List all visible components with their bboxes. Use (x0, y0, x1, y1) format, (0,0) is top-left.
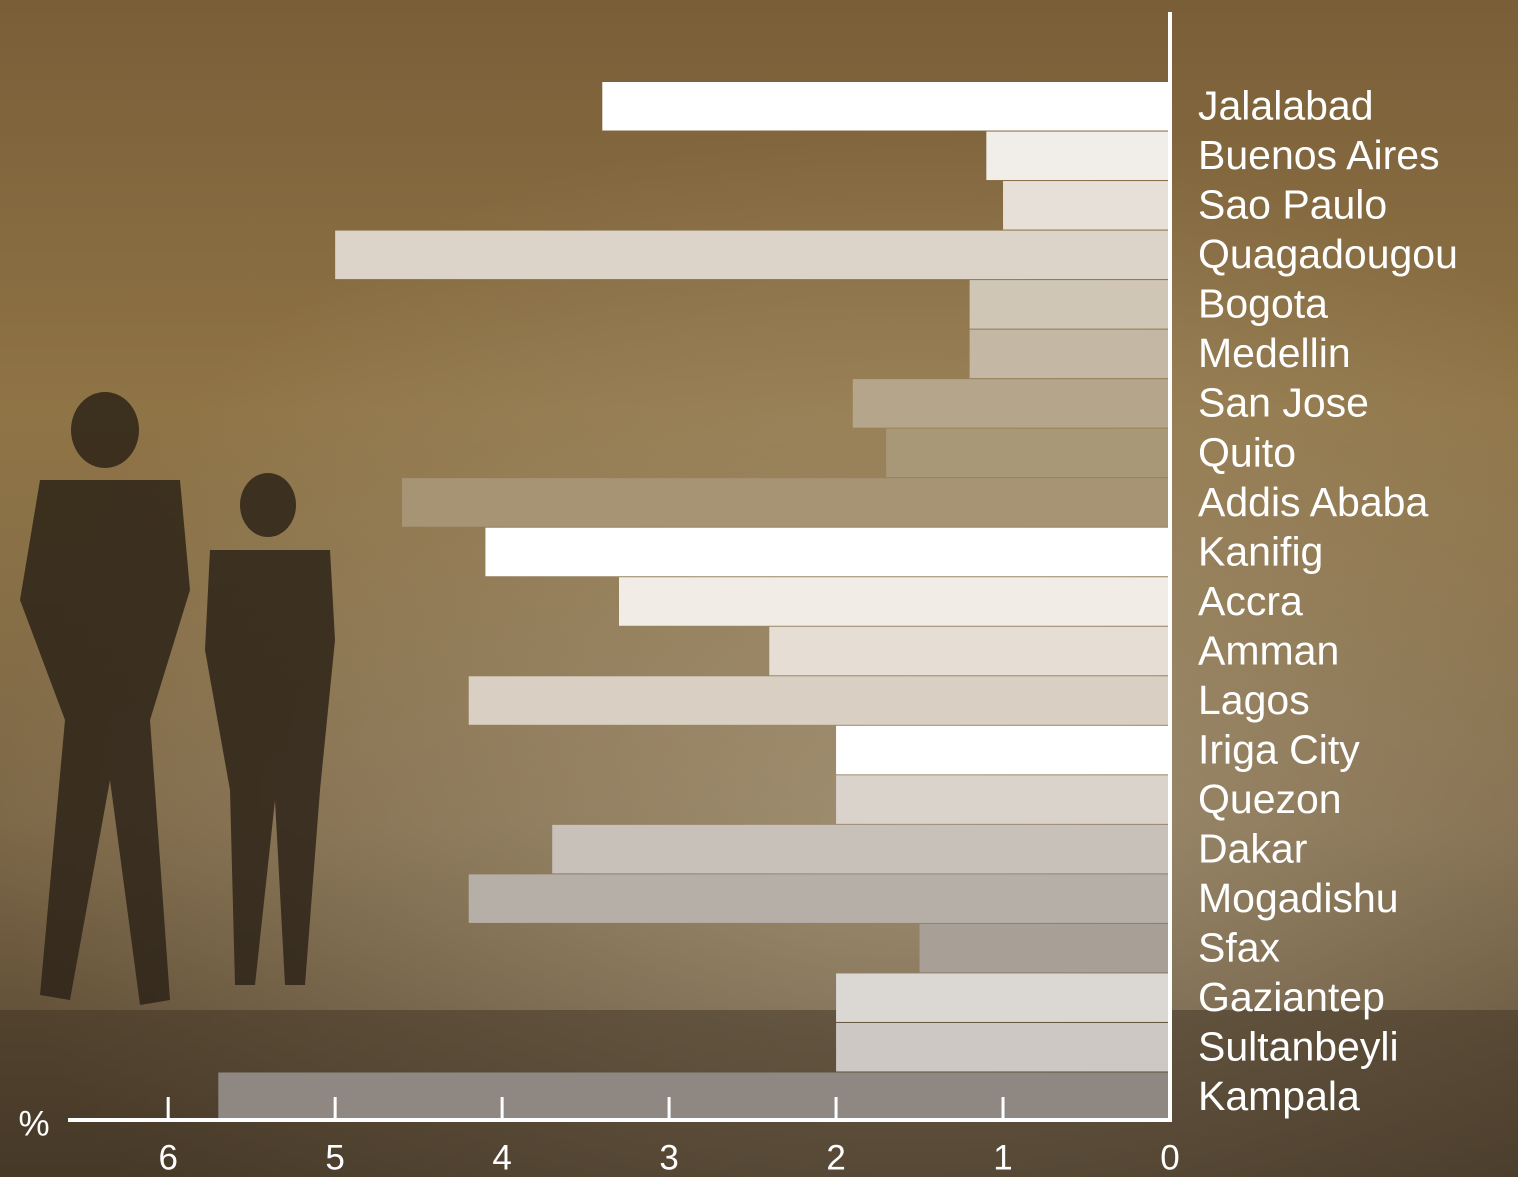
bar (485, 528, 1170, 577)
bar (970, 330, 1170, 379)
x-tick-label: 5 (325, 1138, 344, 1177)
category-label: Dakar (1198, 825, 1307, 871)
x-tick-label: 2 (826, 1138, 845, 1177)
category-label: Gaziantep (1198, 974, 1385, 1020)
x-axis-label: % (18, 1104, 49, 1143)
x-tick-label: 4 (492, 1138, 511, 1177)
category-label: Bogota (1198, 281, 1328, 327)
bar (469, 874, 1170, 923)
category-label: Iriga City (1198, 726, 1360, 772)
category-label: Accra (1198, 578, 1303, 624)
category-label: Quezon (1198, 776, 1342, 822)
bar (853, 379, 1170, 428)
x-tick-label: 0 (1160, 1138, 1179, 1177)
bar (335, 231, 1170, 280)
bar (769, 627, 1170, 676)
bar (218, 1072, 1170, 1121)
category-label: Medellin (1198, 330, 1351, 376)
bar (970, 280, 1170, 329)
category-label: Kanifig (1198, 528, 1323, 574)
bar (986, 132, 1170, 181)
category-label: Lagos (1198, 677, 1310, 723)
category-label: Quito (1198, 429, 1296, 475)
bar (619, 577, 1170, 626)
bar (886, 429, 1170, 478)
bar (836, 973, 1170, 1022)
category-label: Mogadishu (1198, 875, 1399, 921)
x-tick-label: 6 (158, 1138, 177, 1177)
x-tick-label: 3 (659, 1138, 678, 1177)
category-label: Sultanbeyli (1198, 1024, 1399, 1070)
bar (552, 825, 1170, 874)
bar (1003, 181, 1170, 230)
category-label: Addis Ababa (1198, 479, 1428, 525)
category-label: Amman (1198, 627, 1339, 673)
bar (836, 726, 1170, 775)
category-label: Jalalabad (1198, 83, 1374, 129)
chart: % JalalabadBuenos AiresSao PauloQuagadou… (0, 0, 1518, 1177)
category-label: Quagadougou (1198, 231, 1458, 277)
bar (836, 775, 1170, 824)
category-label: Sfax (1198, 924, 1281, 970)
x-tick-label: 1 (993, 1138, 1012, 1177)
bar (402, 478, 1170, 527)
page: {"chart_data": {"type": "barh", "categor… (0, 0, 1518, 1177)
bar (469, 676, 1170, 725)
category-label: San Jose (1198, 380, 1369, 426)
bar (836, 1023, 1170, 1072)
category-label: Sao Paulo (1198, 182, 1387, 228)
bar (920, 924, 1170, 973)
bar (602, 82, 1170, 131)
category-label: Buenos Aires (1198, 132, 1440, 178)
category-label: Kampala (1198, 1073, 1360, 1119)
